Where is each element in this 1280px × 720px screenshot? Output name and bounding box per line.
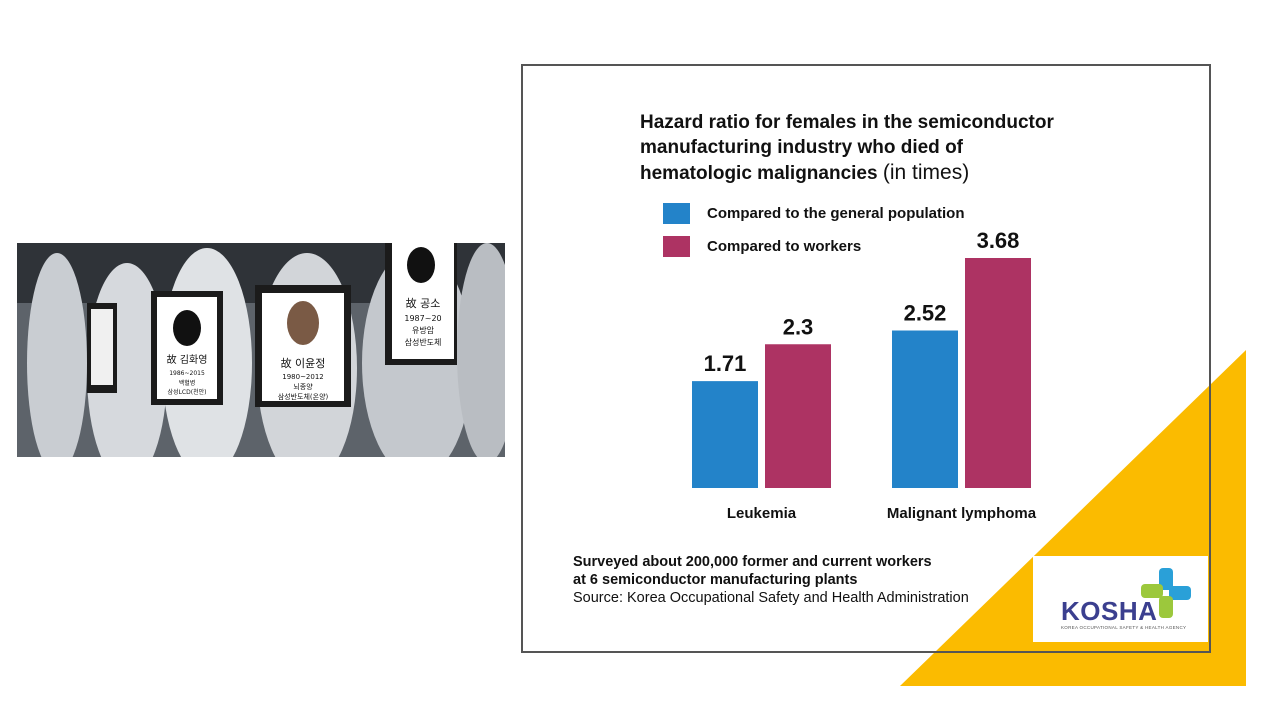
sign-text: 유방암 xyxy=(412,325,435,335)
note-line-1: Surveyed about 200,000 former and curren… xyxy=(573,554,932,570)
source-text: Source: Korea Occupational Safety and He… xyxy=(573,590,969,606)
legend-item-general-population: Compared to the general population xyxy=(663,202,965,224)
protest-photo: 故 김화영 1986~2015 백혈병 삼성LCD(천안) 故 이윤정 1980… xyxy=(17,243,505,457)
bar-value-label: 1.71 xyxy=(704,351,747,376)
logo-subtitle: KOREA OCCUPATIONAL SAFETY & HEALTH AGENC… xyxy=(1061,625,1187,630)
sign-text: 故 김화영 xyxy=(167,353,208,366)
bar-workers-malignant-lymphoma xyxy=(965,258,1031,488)
category-label: Leukemia xyxy=(727,505,797,522)
title-line-3: hematologic malignancies xyxy=(640,163,878,184)
sign-text: 故 이윤정 xyxy=(281,356,326,370)
sign-text: 1987~20 xyxy=(404,314,441,323)
sign-text: 1980~2012 xyxy=(282,373,324,381)
sign-text: 뇌종양 xyxy=(293,382,313,391)
title-unit: (in times) xyxy=(882,161,970,184)
bar-value-label: 2.52 xyxy=(904,301,947,326)
sign-text: 삼성LCD(천안) xyxy=(168,388,207,396)
survey-note: Surveyed about 200,000 former and curren… xyxy=(573,553,1033,607)
bar-workers-leukemia xyxy=(765,344,831,488)
title-line-1: Hazard ratio for females in the semicond… xyxy=(640,112,1054,133)
chart-title: Hazard ratio for females in the semicond… xyxy=(640,110,1080,186)
bar-general-population-leukemia xyxy=(692,381,758,488)
note-line-2: at 6 semiconductor manufacturing plants xyxy=(573,572,858,588)
title-line-2: manufacturing industry who died of xyxy=(640,137,963,158)
kosha-logo: KOSHA KOREA OCCUPATIONAL SAFETY & HEALTH… xyxy=(1033,556,1208,642)
legend-label: Compared to workers xyxy=(707,237,862,255)
sign-text: 삼성반도체(온양) xyxy=(278,392,329,401)
legend-label: Compared to the general population xyxy=(707,204,965,222)
sign-text: 백혈병 xyxy=(179,379,196,387)
logo-name: KOSHA xyxy=(1061,596,1158,626)
sign-text: 1986~2015 xyxy=(169,370,205,377)
bar-general-population-malignant-lymphoma xyxy=(892,330,958,488)
legend-swatch-blue xyxy=(663,202,690,224)
kosha-cross-icon xyxy=(1141,568,1191,618)
sign-text: 故 공소 xyxy=(406,296,441,310)
bar-value-label: 2.3 xyxy=(783,314,814,339)
legend-item-workers: Compared to workers xyxy=(663,235,861,257)
legend-swatch-magenta xyxy=(663,235,690,257)
category-label: Malignant lymphoma xyxy=(887,505,1037,522)
sign-text: 삼성반도체 xyxy=(405,337,442,347)
chart-panel xyxy=(521,64,1211,653)
bar-value-label: 3.68 xyxy=(977,228,1020,253)
